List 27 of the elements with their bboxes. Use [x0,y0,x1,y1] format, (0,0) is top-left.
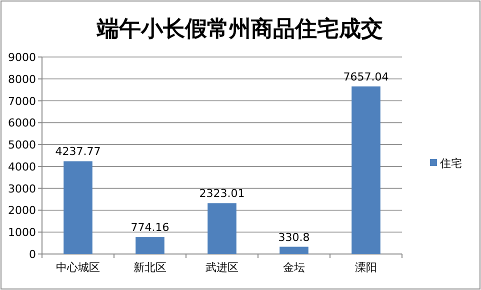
y-tick-label: 5000 [8,138,36,152]
x-tick-label: 金坛 [283,261,305,274]
data-label: 7657.04 [343,70,389,84]
data-label: 4237.77 [55,145,101,158]
y-tick-label: 4000 [8,160,36,174]
y-tick-label: 9000 [8,51,36,64]
x-tick-label: 中心城区 [56,261,100,274]
y-tick-label: 8000 [8,72,36,86]
legend-label: 住宅 [440,157,462,170]
data-label: 774.16 [130,221,170,234]
x-tick-label: 溧阳 [355,261,377,274]
y-tick-label: 0 [29,248,36,261]
bar [280,246,308,254]
y-tick-label: 2000 [8,204,36,218]
bar [352,86,380,254]
bar [136,237,164,254]
data-label: 330.8 [278,230,310,244]
y-tick-label: 6000 [8,116,36,130]
y-tick-label: 1000 [8,226,36,240]
x-tick-label: 武进区 [206,261,238,274]
data-label: 2323.01 [199,187,245,200]
x-tick-label: 新北区 [134,261,166,274]
bar [64,161,92,254]
y-tick-label: 7000 [8,94,36,108]
chart-title: 端午小长假常州商品住宅成交 [96,16,383,42]
y-tick-label: 3000 [8,182,36,196]
bar [208,203,236,254]
